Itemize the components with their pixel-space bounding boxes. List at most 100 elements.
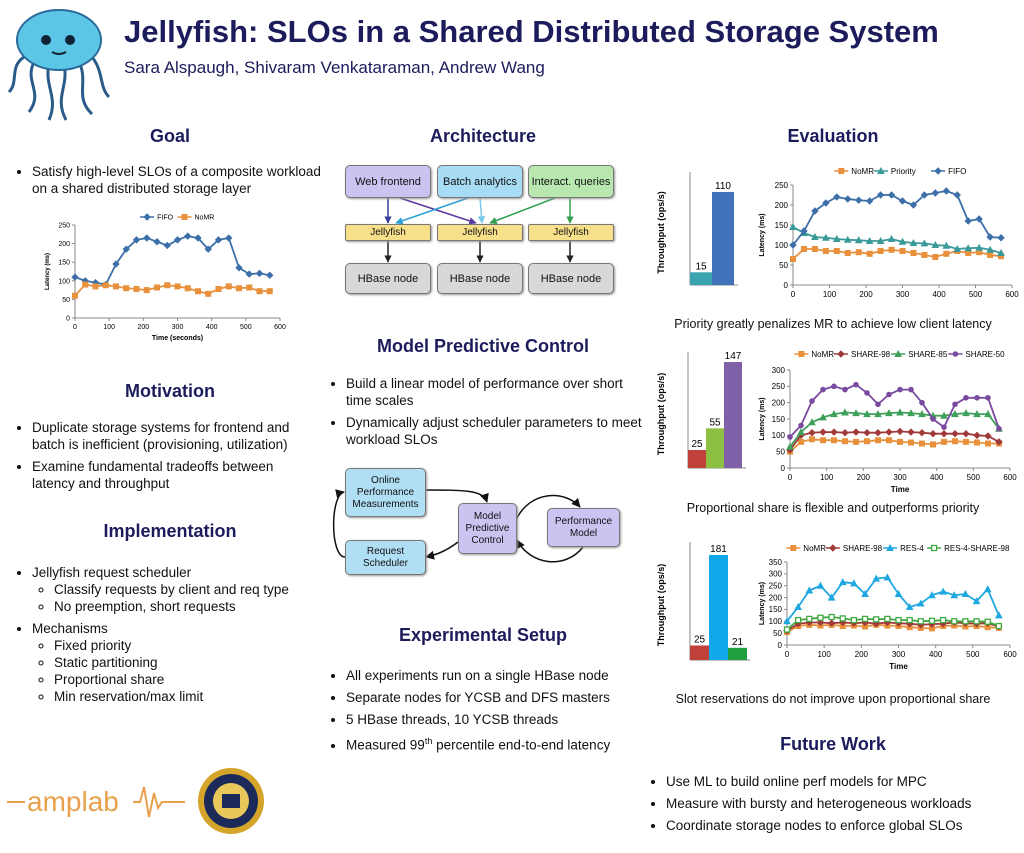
point — [798, 422, 804, 429]
point — [951, 618, 958, 625]
legend-label: SHARE-98 — [851, 350, 891, 359]
point — [852, 409, 860, 417]
point — [123, 285, 130, 292]
point — [864, 438, 870, 445]
y-axis-label: Latency (ms) — [759, 582, 766, 625]
point — [872, 574, 881, 582]
x-axis-label: Time — [889, 662, 908, 671]
point — [827, 593, 836, 601]
point — [839, 615, 846, 622]
point — [972, 597, 981, 605]
point — [898, 197, 907, 205]
point — [797, 428, 805, 436]
point — [153, 238, 161, 246]
point — [963, 438, 969, 445]
legend-marker — [952, 351, 959, 357]
point — [942, 241, 951, 249]
point — [986, 233, 994, 241]
point — [194, 234, 202, 242]
point — [939, 616, 947, 624]
point — [82, 281, 89, 288]
legend-marker — [837, 350, 845, 358]
point — [961, 589, 970, 598]
point — [184, 285, 191, 292]
point — [941, 424, 947, 430]
legend-label: SHARE-98 — [843, 544, 883, 553]
throughput-chart: Throughput (ops/s) 25 55 147 — [656, 351, 746, 469]
legend-marker — [877, 166, 885, 174]
bullet: Coordinate storage nodes to enforce glob… — [666, 817, 1018, 834]
point — [132, 236, 141, 244]
x-tick-label: 600 — [1003, 473, 1017, 482]
point — [962, 618, 969, 625]
point — [974, 394, 980, 401]
point — [811, 246, 818, 252]
point — [908, 439, 914, 446]
x-tick-label: 200 — [857, 473, 871, 482]
superscript: th — [424, 736, 433, 746]
legend-label: FIFO — [948, 167, 966, 176]
point — [898, 237, 907, 245]
y-tick-label: 250 — [58, 222, 70, 229]
bullet-text: percentile end-to-end latency — [432, 737, 611, 753]
x-tick-label: 600 — [1005, 290, 1019, 299]
bullet-text: Jellyfish request scheduler — [32, 565, 192, 580]
point — [174, 283, 181, 290]
point — [113, 283, 119, 290]
point — [844, 250, 851, 256]
point — [822, 199, 830, 207]
point — [951, 429, 959, 438]
y-tick-label: 250 — [769, 582, 783, 591]
point — [828, 613, 835, 621]
point — [266, 288, 273, 295]
bullet-text: Mechanisms — [32, 621, 108, 636]
motivation-text: Duplicate storage systems for frontend a… — [14, 419, 319, 497]
y-axis-label: Latency (ms) — [759, 397, 766, 440]
bullet: 5 HBase threads, 10 YCSB threads — [346, 711, 648, 728]
series-line — [74, 235, 270, 286]
point — [895, 616, 902, 624]
point — [841, 429, 849, 437]
point — [143, 287, 150, 294]
point — [205, 290, 212, 297]
y-tick-label: 50 — [62, 297, 70, 304]
bar-value-label: 25 — [691, 439, 703, 450]
point — [805, 586, 814, 594]
bar-value-label: 21 — [732, 637, 744, 648]
x-axis-label: Time (seconds) — [152, 335, 203, 342]
point — [786, 442, 794, 450]
bullet: Jellyfish request scheduler Classify req… — [32, 564, 334, 615]
x-tick-label: 500 — [240, 324, 252, 331]
university-seal — [198, 768, 264, 834]
point — [939, 587, 947, 595]
x-tick-label: 200 — [855, 650, 869, 659]
x-axis-label: Time — [891, 485, 910, 494]
point — [854, 236, 863, 244]
point — [985, 440, 991, 447]
y-tick-label: 50 — [779, 261, 788, 270]
legend-marker — [886, 543, 894, 551]
point — [235, 264, 243, 272]
point — [256, 288, 263, 295]
y-axis-label: Throughput (ops/s) — [656, 373, 666, 455]
point — [133, 285, 140, 292]
point — [143, 234, 151, 242]
y-tick-label: 200 — [58, 241, 70, 248]
point — [983, 585, 992, 593]
point — [255, 269, 264, 278]
point — [830, 410, 838, 418]
x-tick-label: 100 — [823, 290, 837, 299]
logo-text: amplab — [27, 786, 119, 817]
x-tick-label: 400 — [206, 324, 218, 331]
point — [841, 408, 849, 416]
point — [225, 234, 233, 242]
sub-bullet: Static partitioning — [54, 654, 334, 671]
legend-marker — [790, 545, 797, 551]
source-box: Batch analytics — [437, 165, 523, 198]
point — [973, 618, 980, 625]
point — [816, 618, 825, 627]
point — [798, 438, 804, 445]
point — [986, 245, 994, 253]
y-axis-label: Latency (ms) — [45, 253, 51, 290]
point — [838, 578, 847, 586]
